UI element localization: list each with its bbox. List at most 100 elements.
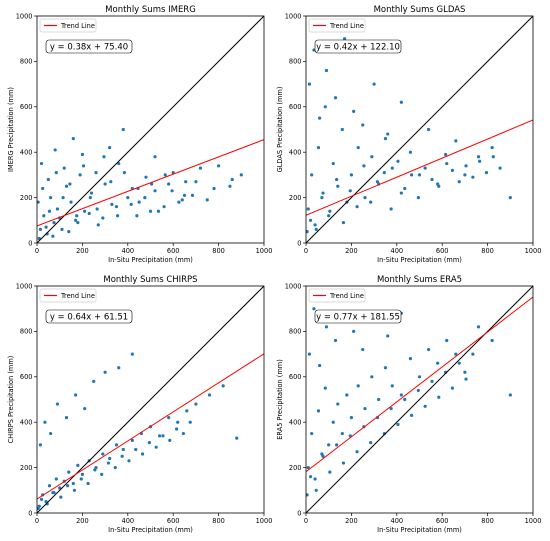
scatter-point (490, 146, 494, 150)
legend-box (39, 288, 97, 303)
scatter-point (144, 175, 148, 179)
scatter-point (83, 406, 87, 411)
x-tick-label: 400 (122, 247, 135, 255)
scatter-point (167, 416, 171, 420)
x-tick-label: 400 (391, 247, 404, 255)
equation-annotation: y = 0.77x + 181.55 (314, 309, 402, 324)
y-tick-label: 400 (20, 419, 33, 427)
x-tick-label: 1000 (525, 247, 542, 255)
x-tick-label: 1000 (525, 517, 542, 525)
scatter-point (464, 164, 468, 168)
scatter-point (355, 450, 359, 454)
scatter-point (113, 466, 117, 470)
x-tick-label: 1000 (256, 247, 273, 255)
scatter-point (370, 155, 374, 159)
scatter-point (386, 334, 390, 338)
scatter-point (361, 123, 365, 127)
identity-line (306, 286, 533, 513)
y-tick-label: 1000 (285, 12, 302, 20)
scatter-point (361, 347, 365, 352)
scatter-point (316, 146, 321, 150)
scatter-point (321, 191, 325, 195)
equation-annotation: y = 0.42x + 122.10 (314, 39, 402, 54)
scatter-point (230, 177, 234, 182)
scatter-point (143, 196, 147, 200)
scatter-point (180, 198, 184, 202)
legend-box (308, 288, 366, 303)
panel-2: 0 200 400 600 800 1000 0 200 400 600 800 1000 Monthl… (276, 5, 541, 264)
scatter-point (306, 207, 310, 211)
scatter-point (108, 146, 112, 150)
trend-equation: y = 0.64x + 61.51 (50, 313, 128, 323)
scatter-point (314, 488, 318, 492)
scatter-point (88, 196, 92, 200)
scatter-point (363, 196, 367, 200)
x-tick-label: 1000 (256, 517, 273, 525)
scatter-point (94, 171, 98, 175)
scatter-point (134, 447, 138, 452)
scatter-point (41, 186, 45, 191)
x-tick-label: 200 (76, 247, 89, 255)
scatter-point (437, 395, 441, 399)
scatter-point (80, 472, 84, 477)
scatter-point (324, 325, 329, 329)
scatter-point (80, 152, 84, 157)
scatter-point (68, 182, 72, 186)
scatter-point (127, 459, 131, 463)
y-tick-label: 800 (20, 328, 33, 336)
x-tick-label: 600 (167, 247, 180, 255)
scatter-point (73, 393, 78, 397)
scatter-point (476, 325, 481, 329)
trend-equation: y = 0.77x + 181.55 (316, 313, 400, 323)
scatter-points (37, 352, 239, 511)
scatter-point (306, 493, 309, 497)
scatter-point (168, 438, 172, 442)
scatter-point (457, 361, 461, 365)
scatter-point (396, 159, 400, 163)
y-tick-label: 1000 (285, 282, 302, 290)
scatter-point (38, 227, 43, 231)
scatter-point (323, 105, 327, 109)
scatter-point (457, 180, 461, 184)
scatter-point (140, 452, 145, 456)
scatter-point (89, 191, 94, 195)
scatter-point (336, 402, 340, 406)
scatter-point (37, 506, 40, 511)
scatter-point (86, 481, 90, 486)
scatter-point (239, 173, 243, 177)
scatter-point (399, 100, 403, 104)
scatter-point (182, 193, 187, 197)
scatter-point (96, 223, 100, 227)
scatter-point (454, 139, 458, 143)
equation-box (314, 39, 402, 54)
scatter-point (463, 173, 467, 177)
scatter-point (409, 173, 414, 177)
scatter-point (335, 443, 339, 447)
scatter-point (49, 431, 53, 436)
scatter-point (42, 214, 46, 218)
scatter-point (342, 37, 347, 41)
scatter-points (37, 127, 243, 241)
scatter-point (444, 152, 448, 157)
scatter-point (81, 164, 86, 168)
y-tick-label: 800 (289, 58, 302, 66)
scatter-point (121, 127, 125, 132)
scatter-point (135, 214, 139, 218)
scatter-point (349, 416, 353, 420)
scatter-point (101, 216, 105, 220)
scatter-point (310, 431, 314, 436)
scatter-point (352, 329, 356, 333)
scatter-point (100, 472, 104, 477)
scatter-point (399, 393, 403, 397)
scatter-point (331, 161, 335, 166)
scatter-point (355, 205, 359, 209)
scatter-point (114, 443, 119, 447)
scatter-point (436, 361, 440, 365)
scatter-point (103, 370, 107, 374)
scatter-point (430, 177, 434, 182)
scatter-point (324, 68, 329, 73)
scatter-point (130, 352, 134, 356)
scatter-point (228, 184, 232, 188)
scatter-point (308, 475, 313, 479)
chart-title: Monthly Sums GLDAS (374, 5, 466, 15)
